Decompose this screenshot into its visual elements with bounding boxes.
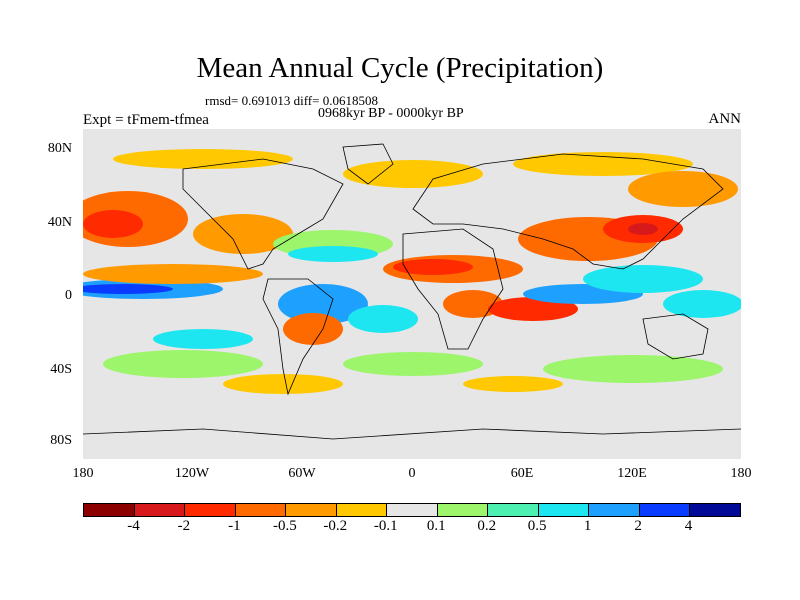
colorbar-label: -0.1 (373, 518, 398, 534)
colorbar-label: -0.5 (272, 518, 297, 534)
lat-label: 0 (65, 288, 72, 303)
colorbar-label: -0.2 (323, 518, 348, 534)
colorbar-box (286, 504, 337, 516)
colorbar-box (639, 504, 691, 516)
precipitation-map (83, 129, 741, 459)
lon-label: 180 (730, 466, 752, 481)
colorbar-box (185, 504, 236, 516)
colorbar-box (134, 504, 186, 516)
stats-text: rmsd= 0.691013 diff= 0.0618508 (205, 93, 378, 108)
colorbar-label: 0.2 (477, 518, 497, 534)
lat-label: 80N (47, 141, 72, 156)
colorbar-box (84, 504, 135, 516)
lon-label: 120W (174, 466, 210, 481)
colorbar-box (387, 504, 438, 516)
colorbar-label: -4 (127, 518, 140, 534)
colorbar-label: 4 (684, 518, 693, 534)
plot-title: Mean Annual Cycle (Precipitation) (196, 52, 604, 84)
lat-label: 40N (47, 215, 72, 230)
colorbar-box (538, 504, 590, 516)
lon-label: 180 (72, 466, 94, 481)
season-label: ANN (708, 111, 742, 127)
colorbar-box (336, 504, 388, 516)
experiment-label: Expt = tFmem-tfmea (83, 112, 209, 128)
colorbar-box (488, 504, 539, 516)
colorbar-label: -2 (177, 518, 191, 534)
colorbar-label: 1 (583, 518, 592, 534)
lon-label: 120E (617, 466, 647, 481)
colorbar-box (690, 504, 740, 516)
lon-label: 60E (510, 466, 534, 481)
colorbar-label: -1 (228, 518, 241, 534)
colorbar-box (235, 504, 287, 516)
coastlines (83, 143, 741, 440)
colorbar-box (589, 504, 640, 516)
colorbar-label: 2 (634, 518, 642, 534)
lon-label: 60W (288, 466, 316, 481)
colorbar (83, 503, 741, 517)
period-text: 0968kyr BP - 0000kyr BP (318, 106, 464, 121)
colorbar-box (437, 504, 489, 516)
lon-label: 0 (408, 466, 416, 481)
lat-label: 80S (50, 433, 72, 448)
lat-label: 40S (50, 362, 72, 377)
colorbar-label: 0.5 (527, 518, 547, 534)
colorbar-label: 0.1 (426, 518, 446, 534)
